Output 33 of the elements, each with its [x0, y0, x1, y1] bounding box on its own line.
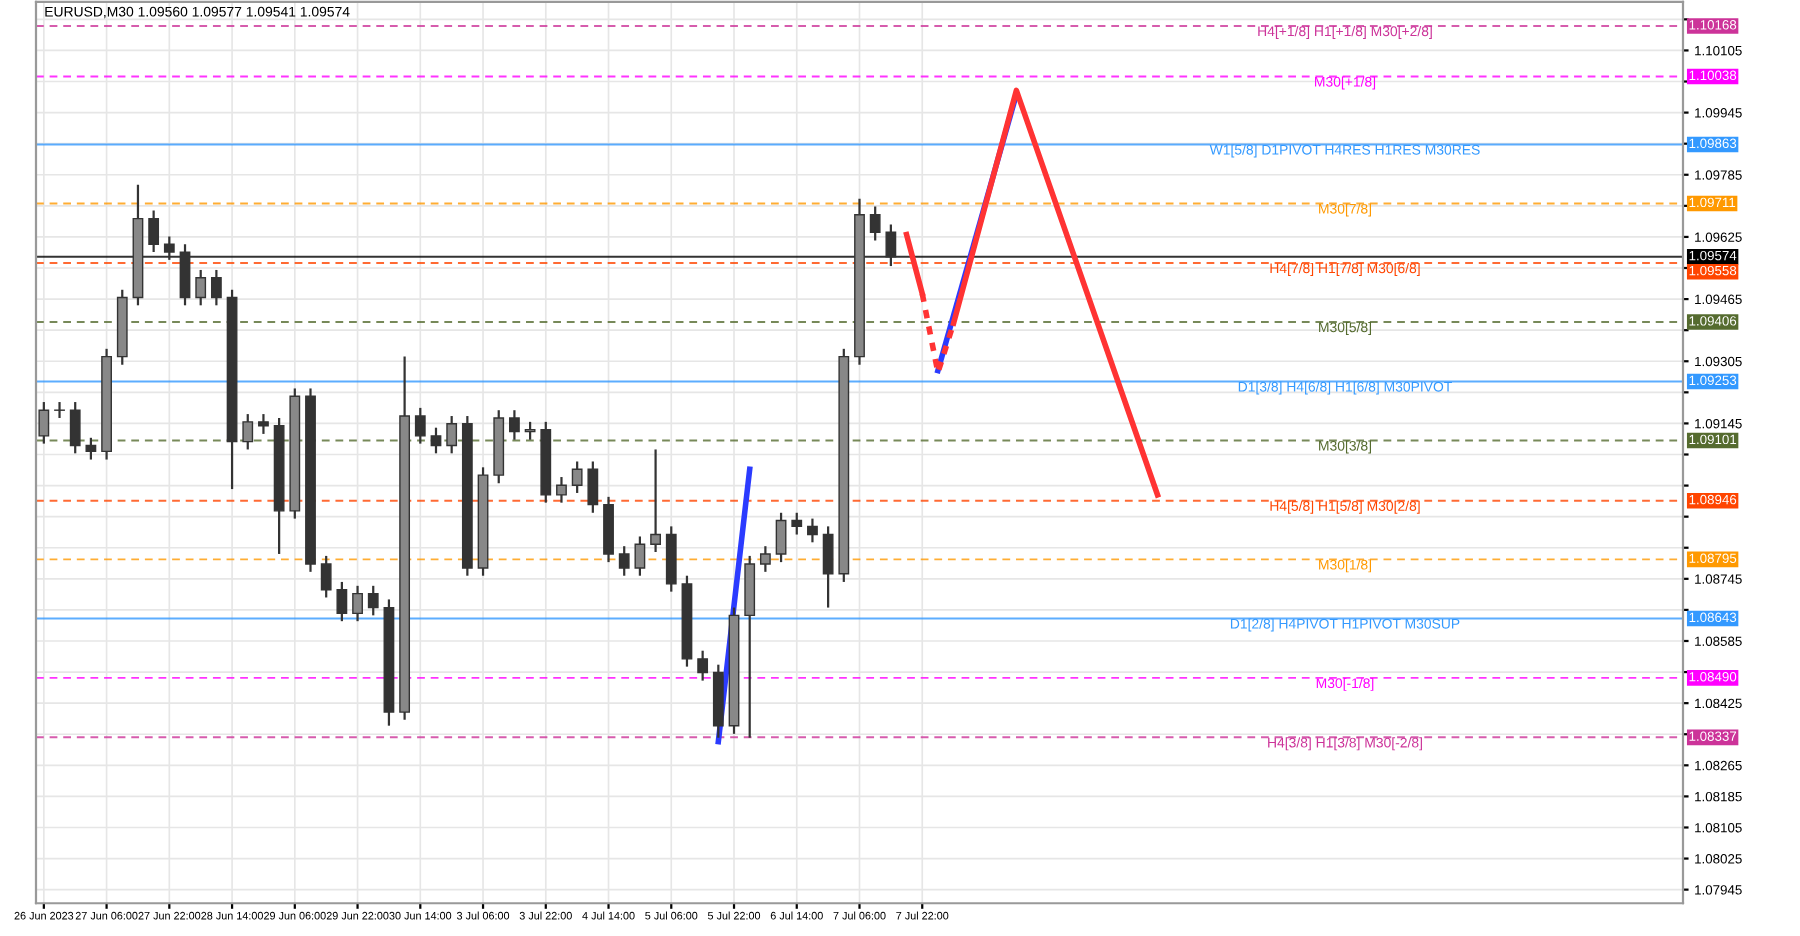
candlestick: [320, 554, 332, 599]
candlestick: [446, 414, 458, 455]
candlestick: [179, 243, 191, 307]
candlestick: [807, 517, 818, 544]
candlestick: [634, 535, 646, 577]
candlestick: [587, 460, 599, 514]
candlestick: [258, 412, 269, 436]
candlestick: [650, 448, 661, 554]
candlestick: [556, 475, 567, 504]
candlestick: [54, 400, 65, 420]
candlestick: [697, 649, 709, 682]
candlestick: [195, 268, 207, 307]
candlestick: [822, 525, 834, 609]
candlestick: [163, 235, 175, 261]
candlestick: [69, 400, 81, 455]
candlestick: [367, 584, 379, 617]
candlestick: [85, 436, 97, 461]
candlestick: [885, 223, 897, 268]
candlestick: [414, 406, 426, 445]
candlestick: [336, 580, 348, 623]
candlestick: [242, 412, 254, 451]
candlestick: [571, 460, 583, 495]
candlestick: [759, 545, 771, 573]
candlestick: [430, 426, 442, 455]
candlestick: [210, 268, 222, 307]
candlestick: [791, 511, 803, 536]
candlestick: [38, 400, 50, 445]
candlestick: [775, 511, 787, 564]
candlestick: [509, 409, 520, 441]
candlestick: [618, 545, 630, 577]
candlestick: [148, 209, 160, 254]
candlestick: [352, 584, 363, 623]
candlestick: [869, 205, 881, 242]
